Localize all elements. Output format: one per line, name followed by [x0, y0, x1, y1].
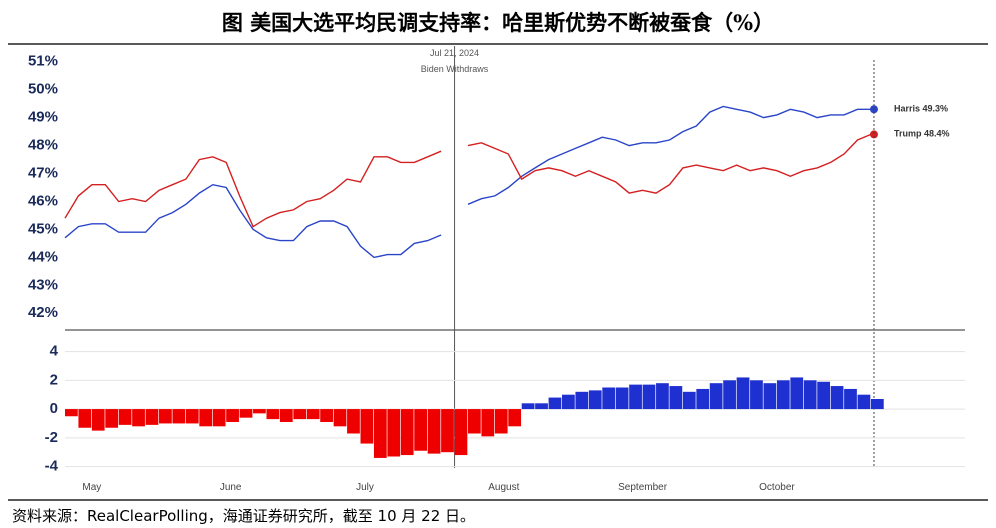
spread-bar [494, 409, 508, 434]
x-tick-label: October [759, 482, 795, 493]
spread-bar [602, 387, 616, 410]
series-line [64, 105, 871, 259]
spread-bar [306, 409, 320, 420]
spread-bar [320, 409, 333, 422]
value-label: 48.4% [924, 129, 950, 139]
spread-bar [253, 409, 266, 414]
spread-bar [750, 380, 763, 410]
x-tick-label: July [356, 482, 374, 493]
spread-bar [172, 409, 186, 424]
spread-bar [481, 409, 495, 437]
spread-bar [696, 388, 710, 410]
spread-bar [790, 377, 804, 410]
y-tick-label: 45% [28, 220, 58, 237]
spread-bar [642, 384, 656, 410]
spread-bar [736, 377, 750, 410]
spread-bar [373, 409, 387, 458]
spread-bar [78, 409, 92, 428]
spread-bar [199, 409, 213, 427]
spread-bar [830, 386, 844, 410]
x-tick-label: September [618, 482, 668, 493]
spread-bar [723, 380, 736, 410]
y-tick-label: 42% [28, 304, 58, 321]
spread-bar [266, 409, 280, 420]
series-name: Trump [894, 129, 922, 139]
spread-bar [454, 409, 468, 456]
x-tick-label: August [488, 482, 519, 493]
y-tick-label: -4 [45, 458, 59, 475]
y-tick-label: 50% [28, 81, 58, 98]
spread-bar [803, 380, 817, 410]
spread-bar [132, 409, 145, 427]
spread-bar [239, 409, 253, 418]
spread-bar [226, 409, 239, 422]
spread-bar [118, 409, 132, 425]
spread-bar [508, 409, 522, 427]
spread-bar [682, 391, 696, 410]
spread-bar [763, 383, 777, 410]
spread-bar [521, 403, 535, 410]
spread-bar [629, 384, 642, 410]
spread-bar [669, 386, 683, 410]
spread-bar [776, 380, 790, 410]
spread-bar [857, 394, 871, 410]
y-tick-label: 48% [28, 137, 58, 154]
y-tick-label: 47% [28, 164, 58, 181]
spread-bar [212, 409, 226, 427]
spread-bar [548, 397, 562, 410]
spread-bar [360, 409, 374, 444]
spread-bar [185, 409, 199, 424]
spread-bar [562, 394, 575, 410]
value-label: 49.3% [923, 104, 949, 114]
end-label: Trump 48.4% [894, 129, 950, 139]
event-text: Biden Withdraws [421, 64, 489, 74]
spread-bar [427, 409, 441, 454]
spread-bar [333, 409, 347, 427]
spread-bar [91, 409, 105, 431]
y-tick-label: 44% [28, 248, 58, 265]
end-label: Harris 49.3% [894, 104, 948, 114]
y-tick-label: 46% [28, 192, 58, 209]
spread-bar [615, 387, 629, 410]
y-tick-label: 2 [50, 371, 58, 388]
spread-bar [65, 409, 78, 417]
spread-bar [159, 409, 172, 424]
spread-bar [709, 383, 723, 410]
spread-bar [575, 391, 589, 410]
spread-bar [105, 409, 119, 428]
spread-bar [441, 409, 454, 453]
spread-bar [656, 383, 669, 410]
y-tick-label: 0 [50, 400, 58, 417]
spread-bar [588, 390, 602, 410]
x-tick-label: May [82, 482, 101, 493]
spread-bar [535, 403, 548, 410]
spread-bar [279, 409, 293, 422]
series-line [64, 133, 872, 228]
x-tick-label: June [220, 482, 242, 493]
y-tick-label: 4 [50, 343, 59, 360]
spread-bar [400, 409, 414, 456]
y-tick-label: 43% [28, 276, 58, 293]
figure-title: 图 美国大选平均民调支持率：哈里斯优势不断被蚕食（%） [222, 10, 774, 35]
source-note: 资料来源：RealClearPolling，海通证券研究所，截至 10 月 22… [12, 507, 475, 525]
spread-bar [817, 381, 830, 410]
spread-bar [870, 399, 884, 410]
spread-bar [467, 409, 481, 434]
series-name: Harris [894, 104, 920, 114]
spread-bar [414, 409, 428, 451]
end-marker [869, 130, 878, 139]
event-date: Jul 21, 2024 [430, 48, 479, 58]
spread-bar [387, 409, 401, 457]
y-tick-label: 51% [28, 53, 58, 70]
y-tick-label: 49% [28, 109, 58, 126]
spread-bar [293, 409, 307, 420]
y-tick-label: -2 [45, 429, 58, 446]
spread-bar [844, 388, 857, 410]
spread-bar [145, 409, 159, 425]
spread-bar [347, 409, 360, 434]
